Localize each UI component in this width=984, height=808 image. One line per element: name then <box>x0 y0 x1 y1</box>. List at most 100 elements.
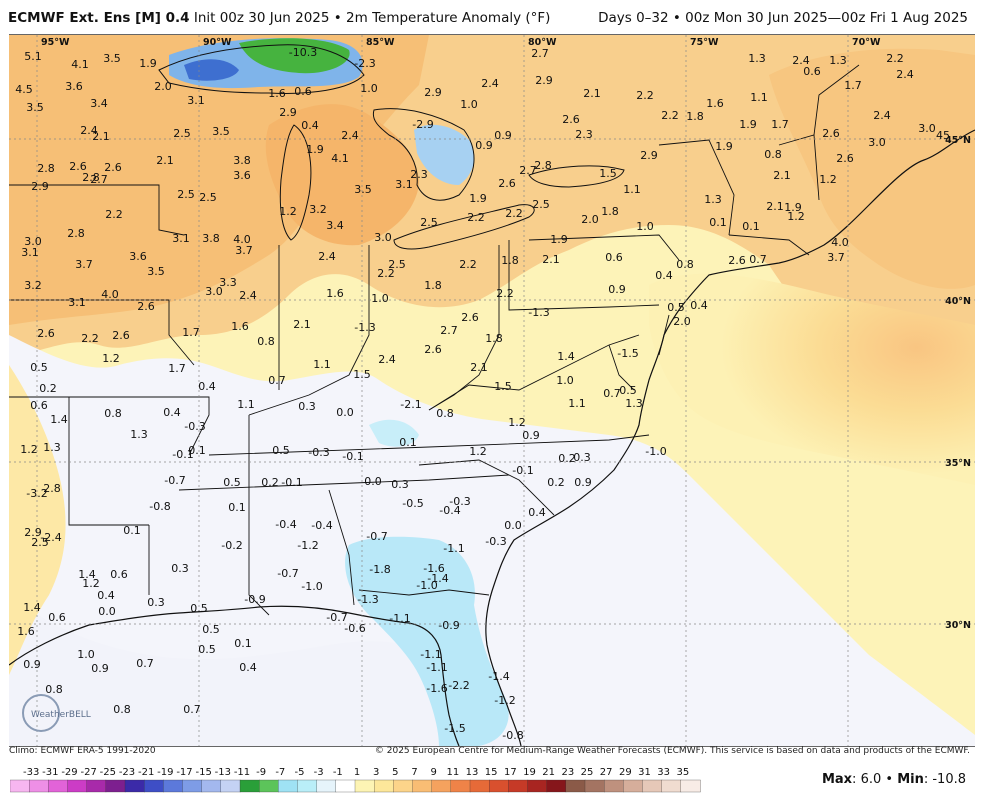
anomaly-value: 4.0 <box>831 236 849 249</box>
anomaly-value: 0.0 <box>98 605 116 618</box>
anomaly-value: 0.1 <box>228 501 246 514</box>
anomaly-value: 3.1 <box>68 296 86 309</box>
anomaly-value: -0.4 <box>439 504 460 517</box>
anomaly-value: 2.5 <box>31 536 49 549</box>
legend-color-cell <box>393 779 414 793</box>
anomaly-value: -2.1 <box>400 398 421 411</box>
anomaly-value: -1.6 <box>426 682 447 695</box>
legend-color-cell <box>201 779 222 793</box>
anomaly-value: 2.9 <box>24 526 42 539</box>
anomaly-value: 2.5 <box>177 188 195 201</box>
anomaly-value: 0.9 <box>475 139 493 152</box>
anomaly-value: -0.8 <box>502 729 523 742</box>
anomaly-value: 1.2 <box>508 416 526 429</box>
anomaly-value: 1.9 <box>139 57 157 70</box>
anomaly-value: 1.5 <box>353 368 371 381</box>
header-title: ECMWF Ext. Ens [M] 0.4 Init 00z 30 Jun 2… <box>8 10 550 26</box>
anomaly-value: 0.5 <box>190 602 208 615</box>
anomaly-value: 0.5 <box>272 444 290 457</box>
anomaly-value: 3.1 <box>172 232 190 245</box>
anomaly-value: 2.7 <box>90 173 108 186</box>
warm-anomaly-northeast <box>769 48 975 289</box>
longitude-labels: 95°W 90°W 85°W 80°W 75°W 70°W <box>41 37 881 48</box>
legend-color-cell <box>431 779 452 793</box>
anomaly-value: 1.3 <box>43 441 61 454</box>
product-name: 2m Temperature Anomaly (°F) <box>346 10 551 26</box>
legend-tick-label: 15 <box>485 767 498 778</box>
anomaly-value: 2.5 <box>388 258 406 271</box>
anomaly-value: -1.8 <box>369 563 390 576</box>
anomaly-value: -2.4 <box>40 531 61 544</box>
valid-range: Days 0–32 • 00z Mon 30 Jun 2025—00z Fri … <box>598 10 968 26</box>
anomaly-value: 0.1 <box>123 524 141 537</box>
anomaly-value: 1.7 <box>168 362 186 375</box>
gulf-coastline <box>9 605 460 746</box>
anomaly-value: 2.3 <box>575 128 593 141</box>
anomaly-value: -1.5 <box>444 722 465 735</box>
latitude-label: 35°N <box>945 458 971 469</box>
legend-color-cell <box>661 779 682 793</box>
anomaly-value: 1.1 <box>237 398 255 411</box>
anomaly-value: 1.9 <box>550 233 568 246</box>
anomaly-value: -1.4 <box>427 572 448 585</box>
lake-superior-outline <box>158 44 365 94</box>
anomaly-value: 1.4 <box>78 568 96 581</box>
anomaly-value: 2.4 <box>239 289 257 302</box>
legend-tick-label: 5 <box>392 767 398 778</box>
anomaly-value: 0.3 <box>171 562 189 575</box>
legend-color-cell <box>412 779 433 793</box>
legend-tick-label: 33 <box>657 767 670 778</box>
anomaly-value: 3.8 <box>202 232 220 245</box>
anomaly-value: 0.9 <box>494 129 512 142</box>
anomaly-value: 3.1 <box>187 94 205 107</box>
anomaly-value: -2.3 <box>354 57 375 70</box>
anomaly-value: 2.7 <box>440 324 458 337</box>
anomaly-value: 4.0 <box>101 288 119 301</box>
anomaly-value: 2.1 <box>156 154 174 167</box>
anomaly-value: 0.4 <box>97 589 115 602</box>
lake-erie-outline <box>393 204 535 250</box>
anomaly-value: -1.3 <box>354 321 375 334</box>
anomaly-value: 0.8 <box>104 407 122 420</box>
anomaly-value: -1.1 <box>420 648 441 661</box>
legend-tick-label: 13 <box>466 767 479 778</box>
anomaly-value: 2.2 <box>459 258 477 271</box>
cold-anomaly-lake-superior-core <box>239 38 350 74</box>
anomaly-value: 2.5 <box>532 198 550 211</box>
anomaly-value: 0.9 <box>608 283 626 296</box>
lake-ontario-outline <box>528 165 625 188</box>
anomaly-value: 3.6 <box>233 169 251 182</box>
anomaly-value: 1.6 <box>326 287 344 300</box>
legend-color-cell <box>584 779 605 793</box>
anomaly-value: -0.4 <box>311 519 332 532</box>
legend-color-cell <box>623 779 644 793</box>
anomaly-value: 2.5 <box>173 127 191 140</box>
anomaly-value: 0.9 <box>91 662 109 675</box>
anomaly-value: 2.7 <box>531 47 549 60</box>
anomaly-value: 2.8 <box>43 482 61 495</box>
legend-tick-label: -11 <box>234 767 250 778</box>
legend-color-cell <box>565 779 586 793</box>
anomaly-value: 2.2 <box>505 207 523 220</box>
anomaly-value: -1.1 <box>426 661 447 674</box>
anomaly-value: 3.5 <box>354 183 372 196</box>
legend-tick-label: -25 <box>100 767 116 778</box>
anomaly-value: 2.1 <box>583 87 601 100</box>
anomaly-value: 2.1 <box>92 130 110 143</box>
anomaly-value: 2.4 <box>341 129 359 142</box>
anomaly-value: 2.6 <box>112 329 130 342</box>
legend-color-cell <box>29 779 49 793</box>
anomaly-value: 0.4 <box>163 406 181 419</box>
longitude-label: 70°W <box>852 37 881 48</box>
anomaly-value: 1.4 <box>23 601 41 614</box>
legend-tick-label: 3 <box>373 767 379 778</box>
legend-color-cell <box>239 779 260 793</box>
anomaly-value: 2.2 <box>467 211 485 224</box>
anomaly-value: 1.2 <box>469 445 487 458</box>
anomaly-value: -1.0 <box>416 579 437 592</box>
anomaly-value: 2.6 <box>461 311 479 324</box>
anomaly-value: 0.9 <box>23 658 41 671</box>
latitude-label: 30°N <box>945 620 971 631</box>
anomaly-value: -0.7 <box>277 567 298 580</box>
anomaly-value: -0.1 <box>281 476 302 489</box>
